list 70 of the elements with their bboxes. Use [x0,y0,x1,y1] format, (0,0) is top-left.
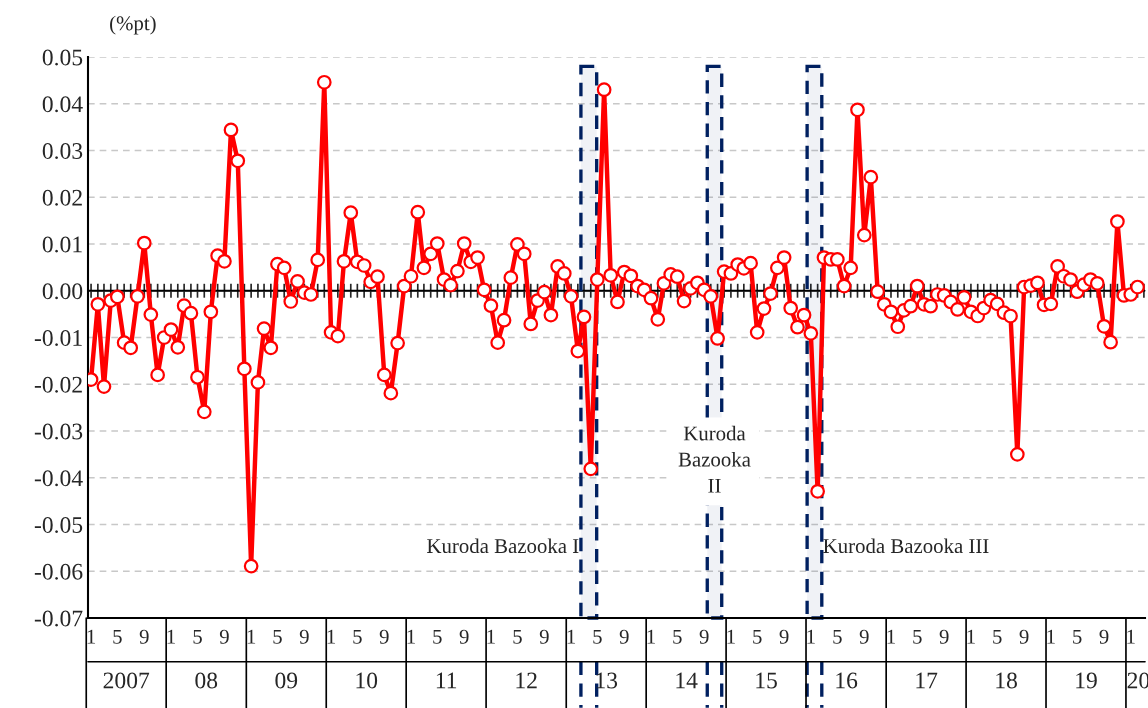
x-tick-label: 1 [727,629,735,644]
band-label: Kuroda Bazooka III [823,538,989,554]
text: 08 [195,672,218,689]
x-tick-label: 1 [967,629,975,644]
text: 19 [1076,672,1097,689]
x-tick-label: 1 [1127,629,1135,644]
x-tick-label: 5 [513,629,522,644]
y-tick-label: 0.01 [42,236,82,253]
text: 2007 [103,672,150,689]
y-tick-label: -0.07 [34,610,83,627]
band-label: Kuroda Bazooka I [427,538,579,554]
y-tick-label: 0.02 [42,189,82,206]
x-tick-label: 1 [487,629,495,644]
y-tick-label: 0.03 [42,142,83,160]
x-tick-label: 1 [1047,629,1055,644]
text: 16 [836,672,858,689]
x-tick-label: 9 [619,629,629,644]
y-tick-label: -0.01 [34,329,82,347]
text: 14 [676,672,698,689]
text: 17 [916,672,938,689]
x-tick-label: 5 [193,629,202,644]
text: 13 [596,672,618,689]
x-tick-label: 5 [433,629,442,644]
y-tick-label: 0.05 [42,49,83,66]
x-tick-label: 9 [459,629,469,644]
y-tick-label: -0.02 [34,376,82,393]
x-tick-label: 9 [139,629,149,644]
x-tick-label: 1 [887,629,895,644]
text: 11 [436,672,457,689]
x-tick-label: 9 [1019,629,1029,644]
x-tick-label: 1 [407,629,415,644]
x-tick-label: 5 [833,629,842,644]
text: 09 [275,672,298,689]
y-tick-label: 0.00 [42,283,83,300]
y-axis-title: (%pt) [110,15,156,35]
x-tick-label: 9 [779,629,789,644]
x-tick-label: 5 [673,629,682,644]
x-tick-label: 1 [167,629,175,644]
x-tick-label: 5 [113,629,122,644]
x-tick-label: 9 [379,629,389,644]
text: 15 [756,672,777,689]
x-tick-label: 5 [993,629,1002,644]
x-tick-label: 1 [807,629,815,644]
x-tick-label: 1 [327,629,336,644]
x-tick-label: 9 [299,629,309,644]
x-tick-label: 9 [939,629,949,644]
text: 18 [996,672,1017,689]
x-tick-label: 9 [539,629,549,644]
x-tick-label: 9 [219,629,229,644]
x-tick-label: 1 [647,629,655,644]
y-tick-label: -0.03 [34,423,83,440]
y-tick-label: -0.04 [34,470,83,487]
x-tick-label: 1 [87,629,96,644]
y-tick-label: 0.04 [42,96,83,113]
y-tick-label: -0.05 [34,516,83,534]
x-tick-label: 1 [567,629,576,644]
band-label: Kuroda Bazooka II [678,425,751,493]
x-tick-label: 5 [1073,629,1082,644]
x-tick-label: 5 [353,629,362,644]
x-tick-label: 9 [1099,629,1109,644]
x-tick-label: 9 [859,629,869,644]
y-tick-label: -0.06 [34,563,83,580]
x-tick-label: 9 [699,629,709,644]
text: 12 [516,672,537,689]
x-tick-label: 5 [913,629,922,644]
x-tick-label: 5 [753,629,762,644]
x-tick-label: 5 [273,629,282,644]
text: 10 [356,672,378,689]
x-tick-label: 1 [247,629,256,644]
x-tick-label: 5 [593,629,602,644]
